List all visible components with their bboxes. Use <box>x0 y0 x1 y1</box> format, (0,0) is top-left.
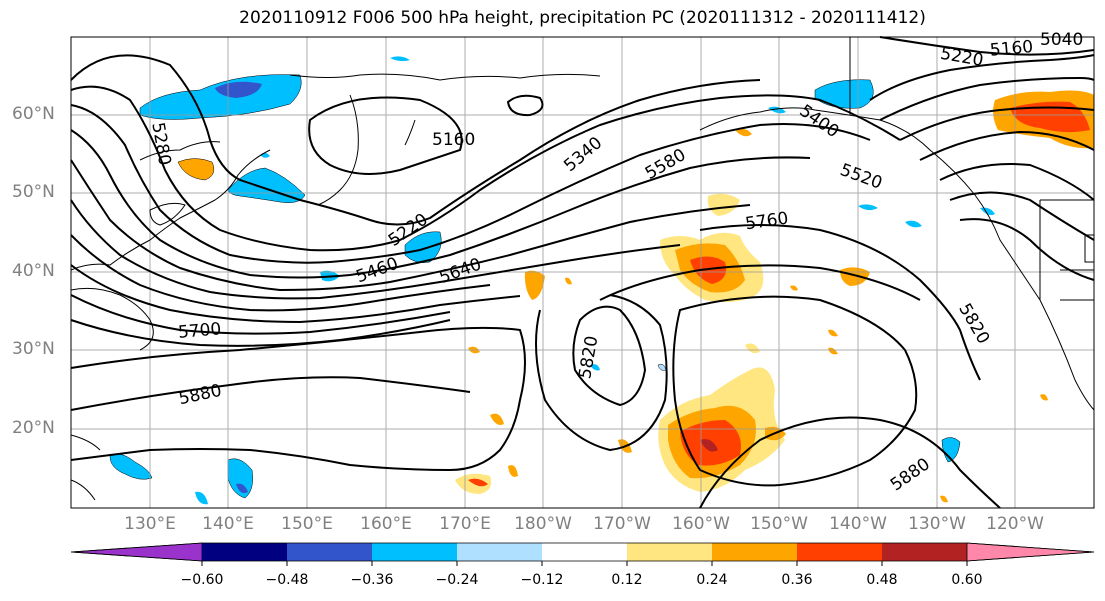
colorbar-segment <box>966 542 1095 562</box>
map-title: 2020110912 F006 500 hPa height, precipit… <box>239 8 926 28</box>
lon-label: 140°W <box>829 514 887 534</box>
colorbar-tick-label: −0.36 <box>350 572 394 588</box>
colorbar-segment <box>70 542 203 562</box>
contour-label: 5160 <box>989 37 1034 61</box>
colorbar-segment <box>457 543 542 561</box>
contour-label: 5700 <box>177 319 222 343</box>
lon-label: 160°W <box>672 514 730 534</box>
colorbar-tick-label: 0.24 <box>696 572 728 588</box>
colorbar-tick-label: −0.60 <box>180 572 224 588</box>
colorbar-segment <box>627 543 712 561</box>
lat-label: 30°N <box>12 339 55 359</box>
lon-label: 170°W <box>593 514 651 534</box>
lon-label: 140°E <box>202 514 254 534</box>
colorbar-tick-label: 0.48 <box>866 572 898 588</box>
colorbar-tick-label: −0.12 <box>520 572 564 588</box>
colorbar-segment <box>712 543 797 561</box>
lon-label: 150°W <box>750 514 808 534</box>
colorbar-tick-label: 0.12 <box>611 572 643 588</box>
precip-negative-areas <box>109 56 995 505</box>
lon-label: 130°W <box>908 514 966 534</box>
lon-label: 180°W <box>514 514 572 534</box>
colorbar-segment <box>882 543 967 561</box>
colorbar <box>70 542 1095 566</box>
colorbar-tick-label: −0.24 <box>435 572 479 588</box>
contour-label: 5160 <box>432 130 475 150</box>
lat-label: 20°N <box>12 418 55 438</box>
lat-label: 60°N <box>12 104 55 124</box>
lat-label: 50°N <box>12 182 55 202</box>
colorbar-tick-label: 0.60 <box>951 572 983 588</box>
lon-label: 130°E <box>124 514 176 534</box>
colorbar-segment <box>372 543 457 561</box>
lon-label: 150°E <box>281 514 333 534</box>
colorbar-segment <box>542 543 627 561</box>
lon-label: 160°E <box>360 514 412 534</box>
contour-label: 5040 <box>1040 30 1083 50</box>
colorbar-segment <box>287 543 372 561</box>
height-contours <box>70 36 1095 509</box>
lon-label: 120°W <box>986 514 1044 534</box>
lat-label: 40°N <box>12 261 55 281</box>
colorbar-segment <box>202 543 287 561</box>
colorbar-tick-label: 0.36 <box>781 572 813 588</box>
lon-label: 170°E <box>439 514 491 534</box>
colorbar-segment <box>797 543 882 561</box>
colorbar-tick-label: −0.48 <box>265 572 309 588</box>
map-frame <box>70 36 1095 509</box>
